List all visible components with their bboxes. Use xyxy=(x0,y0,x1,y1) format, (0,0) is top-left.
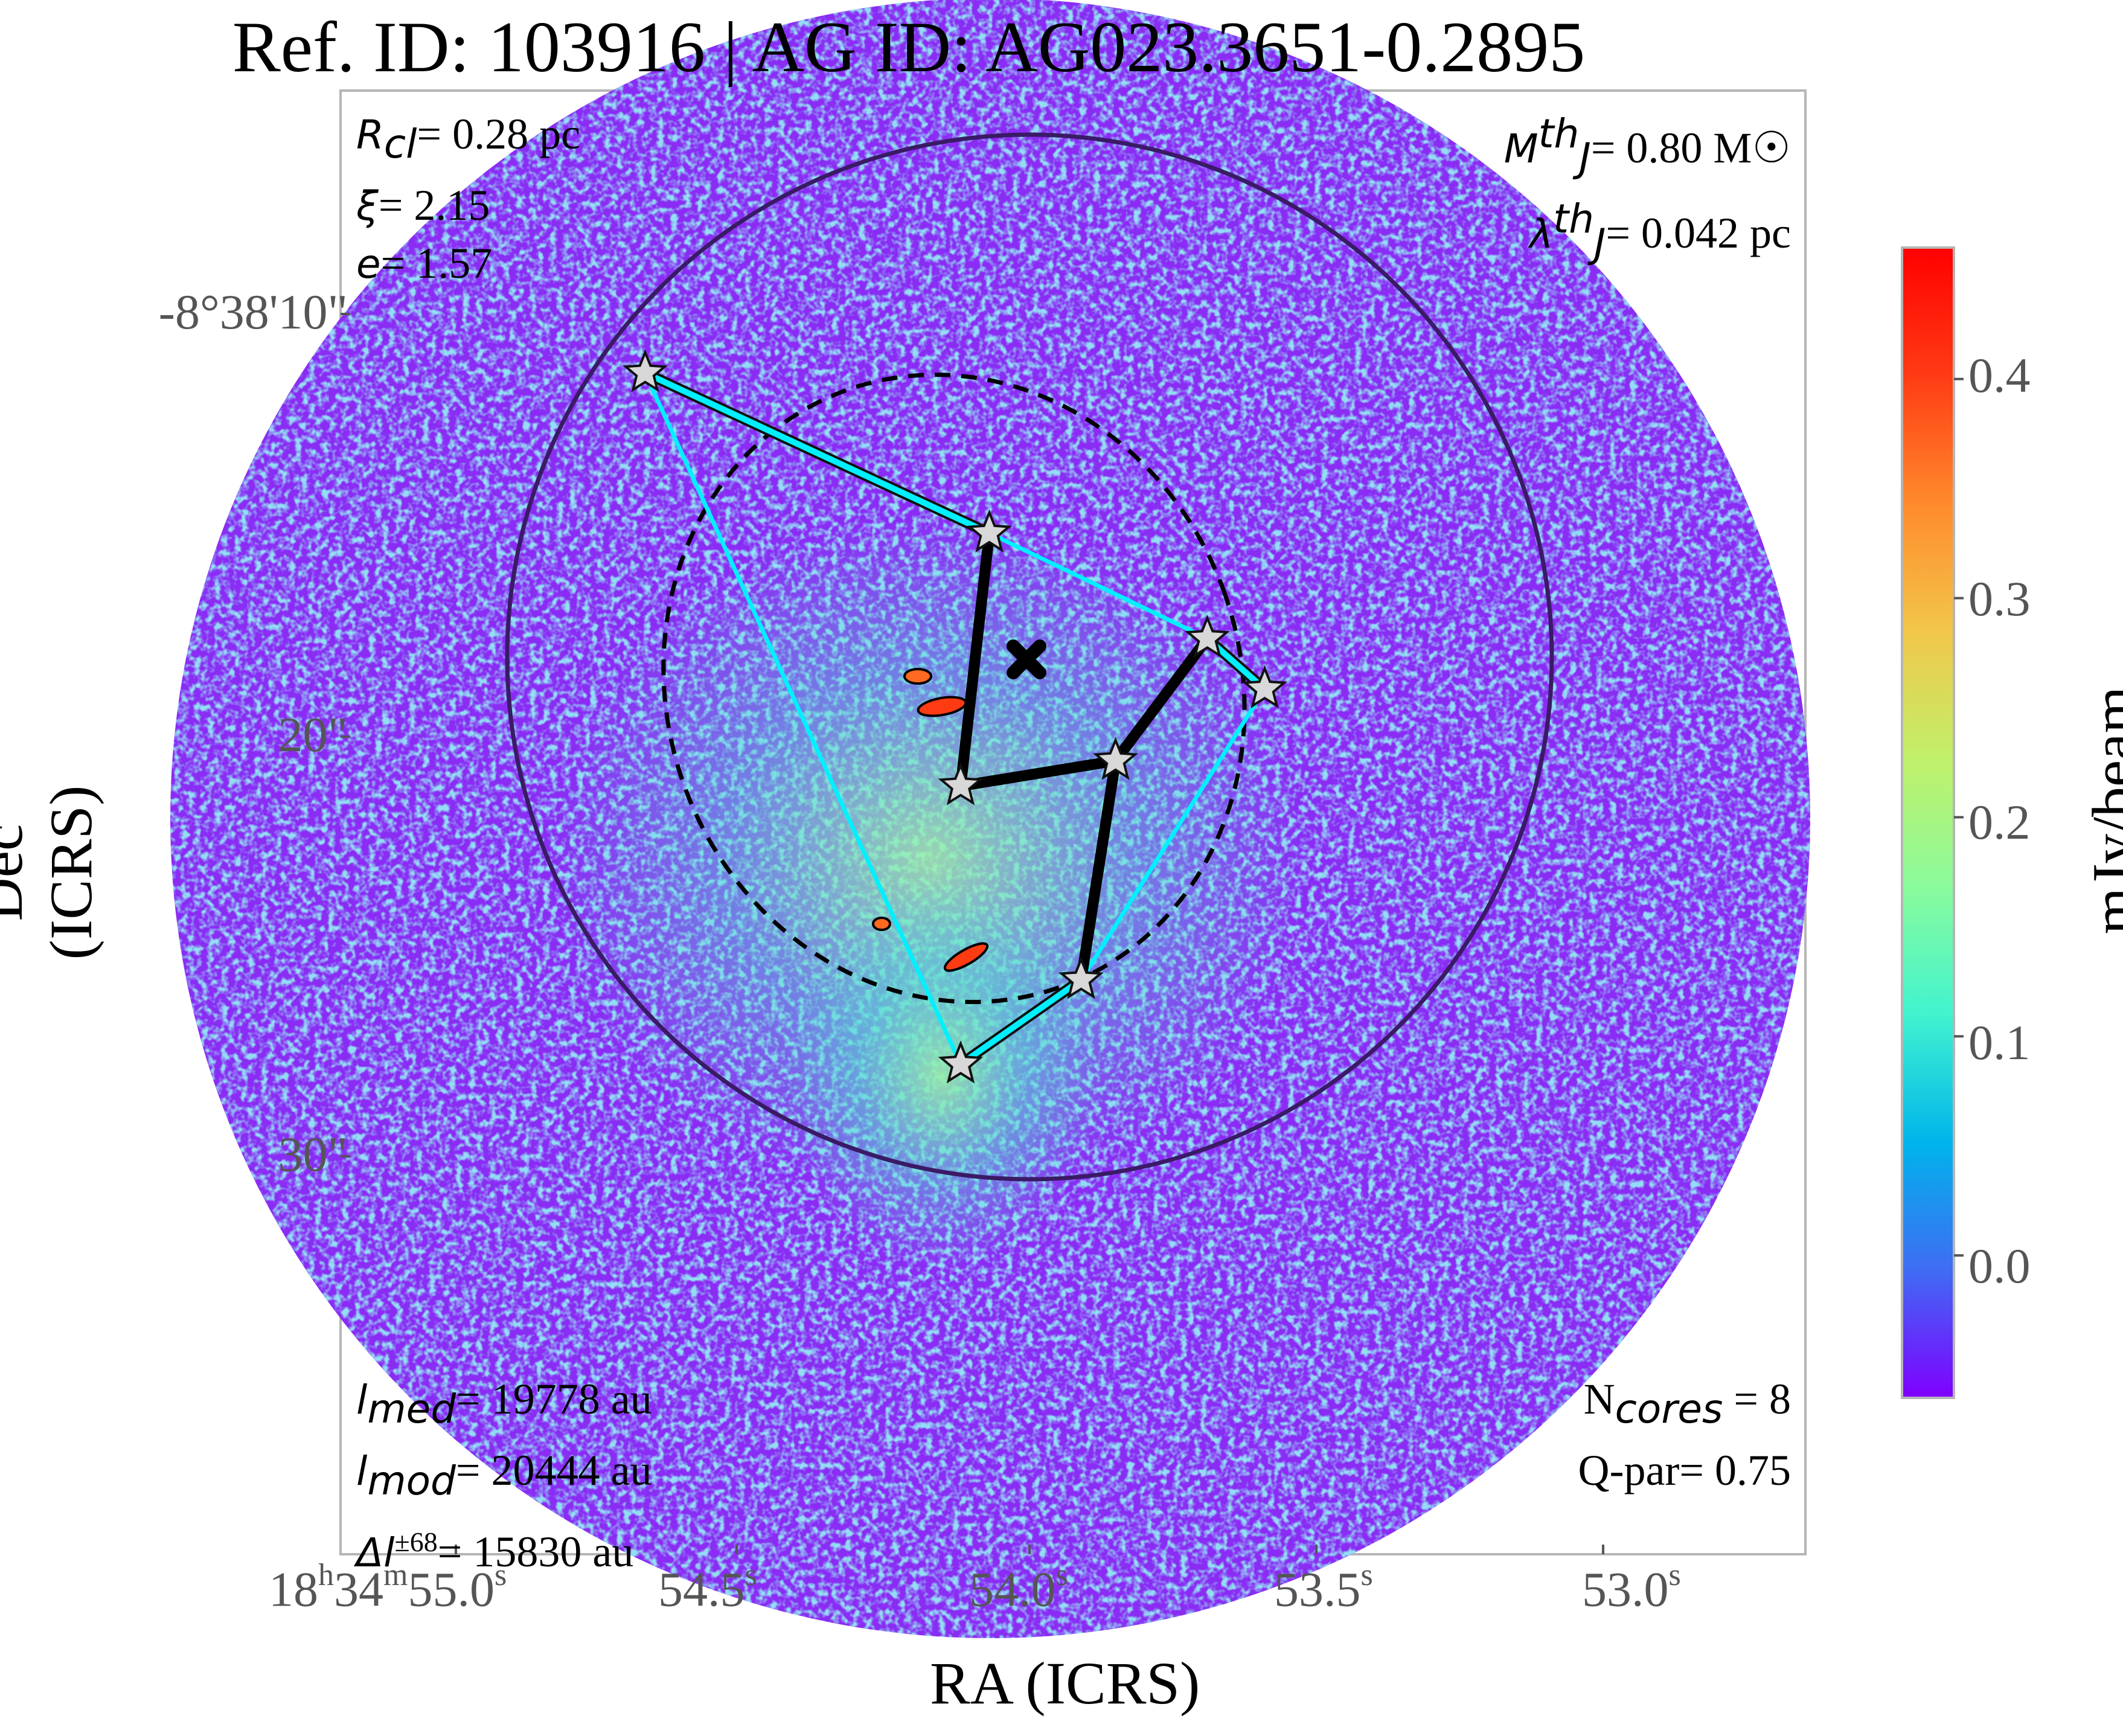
e-text: e= 1.57 xyxy=(356,239,493,288)
core-star xyxy=(1242,665,1287,709)
core-star xyxy=(938,1040,984,1084)
axis-ticks xyxy=(341,313,1604,1554)
q-par-text: Q-par= 0.75 xyxy=(1578,1446,1791,1495)
source-blob xyxy=(943,942,989,972)
colorbar xyxy=(1901,246,1955,1399)
mst-edge-black xyxy=(1075,755,1121,985)
core-star xyxy=(1185,615,1230,658)
core-star xyxy=(1058,956,1104,999)
mst-edge-black xyxy=(955,755,1121,792)
x-tick-label: 53.5s xyxy=(1274,1558,1373,1617)
colorbar-tick-label: 0.2 xyxy=(1968,795,2031,850)
southern-emission xyxy=(785,882,1099,1268)
colorbar-label: mJy/beam xyxy=(2080,686,2123,935)
mst-edge-black xyxy=(1110,633,1213,766)
jeans-length-text: λthJ= 0.042 pc xyxy=(1529,196,1791,267)
source-blob xyxy=(872,917,891,931)
delta-l-text: Δl±68= 15830 au xyxy=(356,1526,634,1576)
core-star xyxy=(938,762,984,806)
mst-edge-cyan xyxy=(958,976,1084,1068)
annotation-bottom-left: lmed= 19778 au lmod= 20444 au Δl±68= 158… xyxy=(356,1371,652,1581)
l-med-text: lmed= 19778 au xyxy=(356,1375,652,1433)
clump-circle xyxy=(505,132,1554,1182)
xi-text: ξ= 2.15 xyxy=(356,181,490,230)
clump-ellipse xyxy=(661,373,1247,1004)
colorbar-tick-label: 0.1 xyxy=(1968,1015,2031,1070)
hull-edge xyxy=(643,371,963,1066)
y-tick-label: -8°38'10" xyxy=(158,284,348,339)
mst-edge-cyan xyxy=(642,370,993,536)
colorbar-ticks xyxy=(1954,377,1964,1257)
mst-edge-black xyxy=(955,527,995,792)
x-tick-label: 18h34m55.0s xyxy=(269,1558,507,1617)
x-tick-label: 54.0s xyxy=(969,1558,1068,1617)
colorbar-tick-label: 0.4 xyxy=(1968,348,2031,403)
core-star xyxy=(1093,737,1138,780)
hull-edge xyxy=(987,531,1209,641)
annotation-top-right: MthJ= 0.80 M☉ λthJ= 0.042 pc xyxy=(1504,106,1791,277)
y-tick-label: 30" xyxy=(278,1127,348,1182)
core-star xyxy=(623,349,668,392)
y-tick-label: 20" xyxy=(278,707,348,762)
x-tick-label: 53.0s xyxy=(1582,1558,1681,1617)
core-star xyxy=(967,509,1012,553)
mst-edges xyxy=(639,367,1270,1070)
clump-radius-text: Rcl= 0.28 pc xyxy=(356,110,581,168)
figure-title: Ref. ID: 103916 | AG ID: AG023.3651-0.28… xyxy=(232,7,1586,87)
core-markers xyxy=(623,349,1287,1084)
l-mod-text: lmod= 20444 au xyxy=(356,1446,652,1504)
jeans-mass-text: MthJ= 0.80 M☉ xyxy=(1503,111,1791,182)
y-axis-label: Dec (ICRS) xyxy=(0,785,104,960)
clump-center-marker xyxy=(1007,639,1046,679)
x-tick-label: 54.5s xyxy=(658,1558,757,1617)
x-axis-label: RA (ICRS) xyxy=(930,1650,1200,1717)
emission-map xyxy=(170,0,1810,1638)
n-cores-text: Ncores = 8 xyxy=(1583,1375,1791,1433)
source-blob xyxy=(903,668,932,685)
hull-edge xyxy=(1079,687,1267,982)
annotation-bottom-right: Ncores = 8 Q-par= 0.75 xyxy=(1578,1371,1791,1499)
central-emission xyxy=(556,519,1304,1196)
colorbar-tick-label: 0.3 xyxy=(1968,571,2031,626)
annotation-top-left: Rcl= 0.28 pc ξ= 2.15 e= 1.57 xyxy=(356,106,580,293)
colorbar-tick-label: 0.0 xyxy=(1968,1238,2031,1293)
